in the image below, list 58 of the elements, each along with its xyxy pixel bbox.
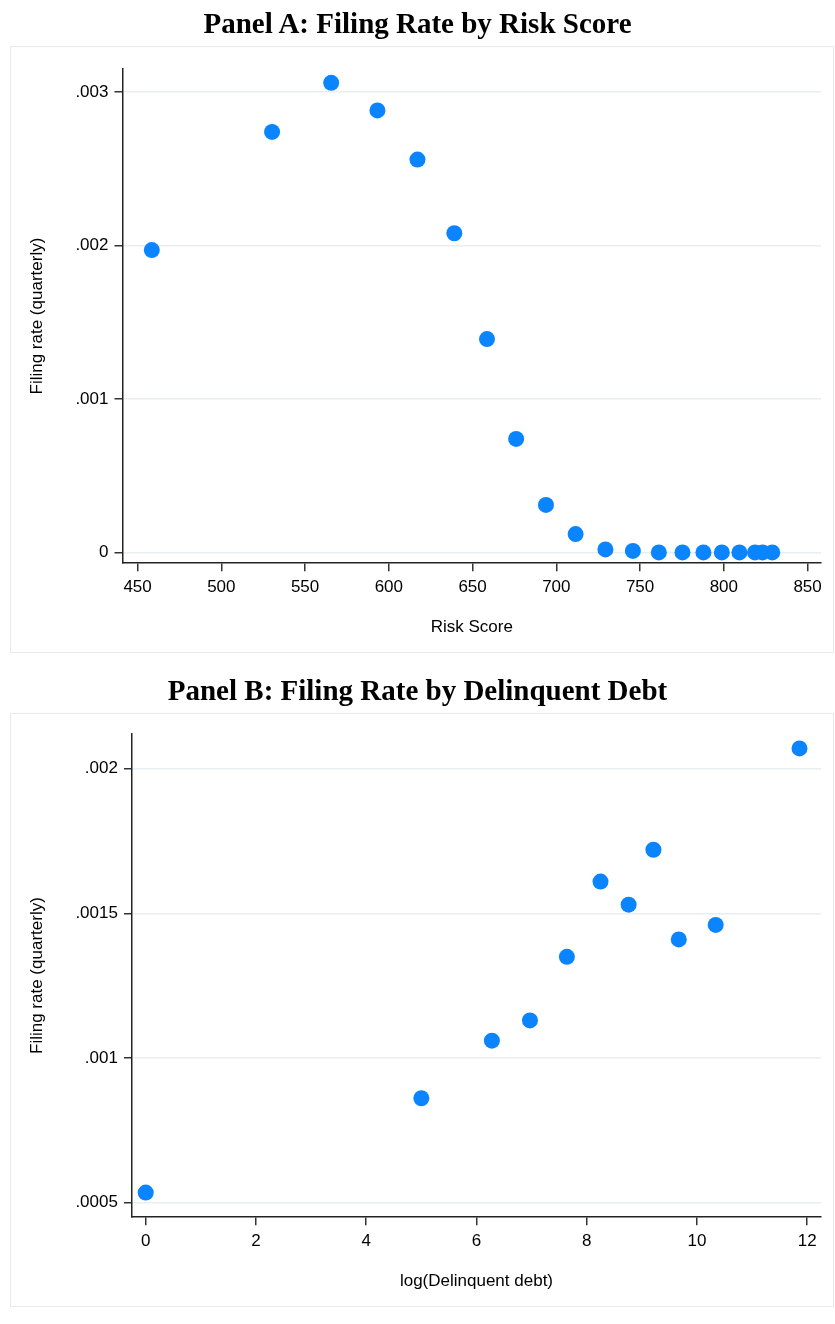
x-tick-label: 2: [251, 1231, 261, 1251]
chart-title: Panel A: Filing Rate by Risk Score: [202, 6, 633, 41]
point: [537, 496, 554, 513]
point: [558, 948, 575, 965]
x-tick-label: 0: [140, 1231, 151, 1251]
y-tick-label: .002: [84, 758, 118, 778]
point: [508, 430, 525, 447]
point: [731, 544, 748, 561]
point: [695, 544, 712, 561]
x-tick-label: 450: [123, 577, 152, 597]
x-tick-label: 500: [207, 577, 236, 597]
point: [483, 1032, 500, 1049]
point: [478, 331, 495, 348]
chart-title: Panel B: Filing Rate by Delinquent Debt: [166, 673, 669, 708]
x-axis-title: log(Delinquent debt): [399, 1271, 554, 1291]
point: [592, 873, 609, 890]
point: [645, 841, 662, 858]
x-tick-label: 12: [797, 1231, 817, 1251]
y-tick-label: .001: [84, 1047, 118, 1067]
y-tick-label: .002: [75, 235, 109, 255]
point: [650, 544, 667, 561]
y-tick-label: .0005: [75, 1192, 118, 1212]
x-tick-label: 600: [374, 577, 404, 597]
point: [707, 916, 724, 933]
y-axis-title: Filing rate (quarterly): [26, 237, 46, 395]
y-tick-label: 0: [99, 542, 109, 562]
y-tick-label: .001: [75, 388, 109, 408]
point: [369, 102, 386, 119]
point: [670, 931, 687, 948]
point: [323, 74, 340, 91]
x-tick-label: 750: [625, 577, 655, 597]
x-tick-label: 4: [361, 1231, 371, 1251]
point: [624, 542, 641, 559]
x-tick-label: 8: [581, 1231, 592, 1251]
point: [567, 526, 584, 543]
x-tick-label: 700: [542, 577, 571, 597]
point: [409, 151, 426, 168]
x-tick-label: 850: [793, 577, 822, 597]
x-axis-title: Risk Score: [430, 617, 513, 637]
point: [413, 1090, 430, 1107]
point: [674, 544, 691, 561]
point: [713, 544, 730, 561]
point: [137, 1184, 154, 1201]
point: [521, 1012, 538, 1029]
point: [791, 740, 808, 757]
y-tick-label: .003: [75, 81, 109, 101]
x-tick-label: 550: [290, 577, 320, 597]
point: [620, 896, 637, 913]
x-tick-label: 6: [471, 1231, 482, 1251]
point: [143, 242, 160, 259]
y-tick-label: .0015: [75, 903, 118, 923]
point: [597, 541, 614, 558]
point: [264, 123, 281, 140]
x-tick-label: 10: [687, 1231, 707, 1251]
y-axis-title: Filing rate (quarterly): [26, 897, 46, 1055]
point: [446, 225, 463, 242]
x-tick-label: 650: [458, 577, 487, 597]
x-tick-label: 800: [709, 577, 739, 597]
